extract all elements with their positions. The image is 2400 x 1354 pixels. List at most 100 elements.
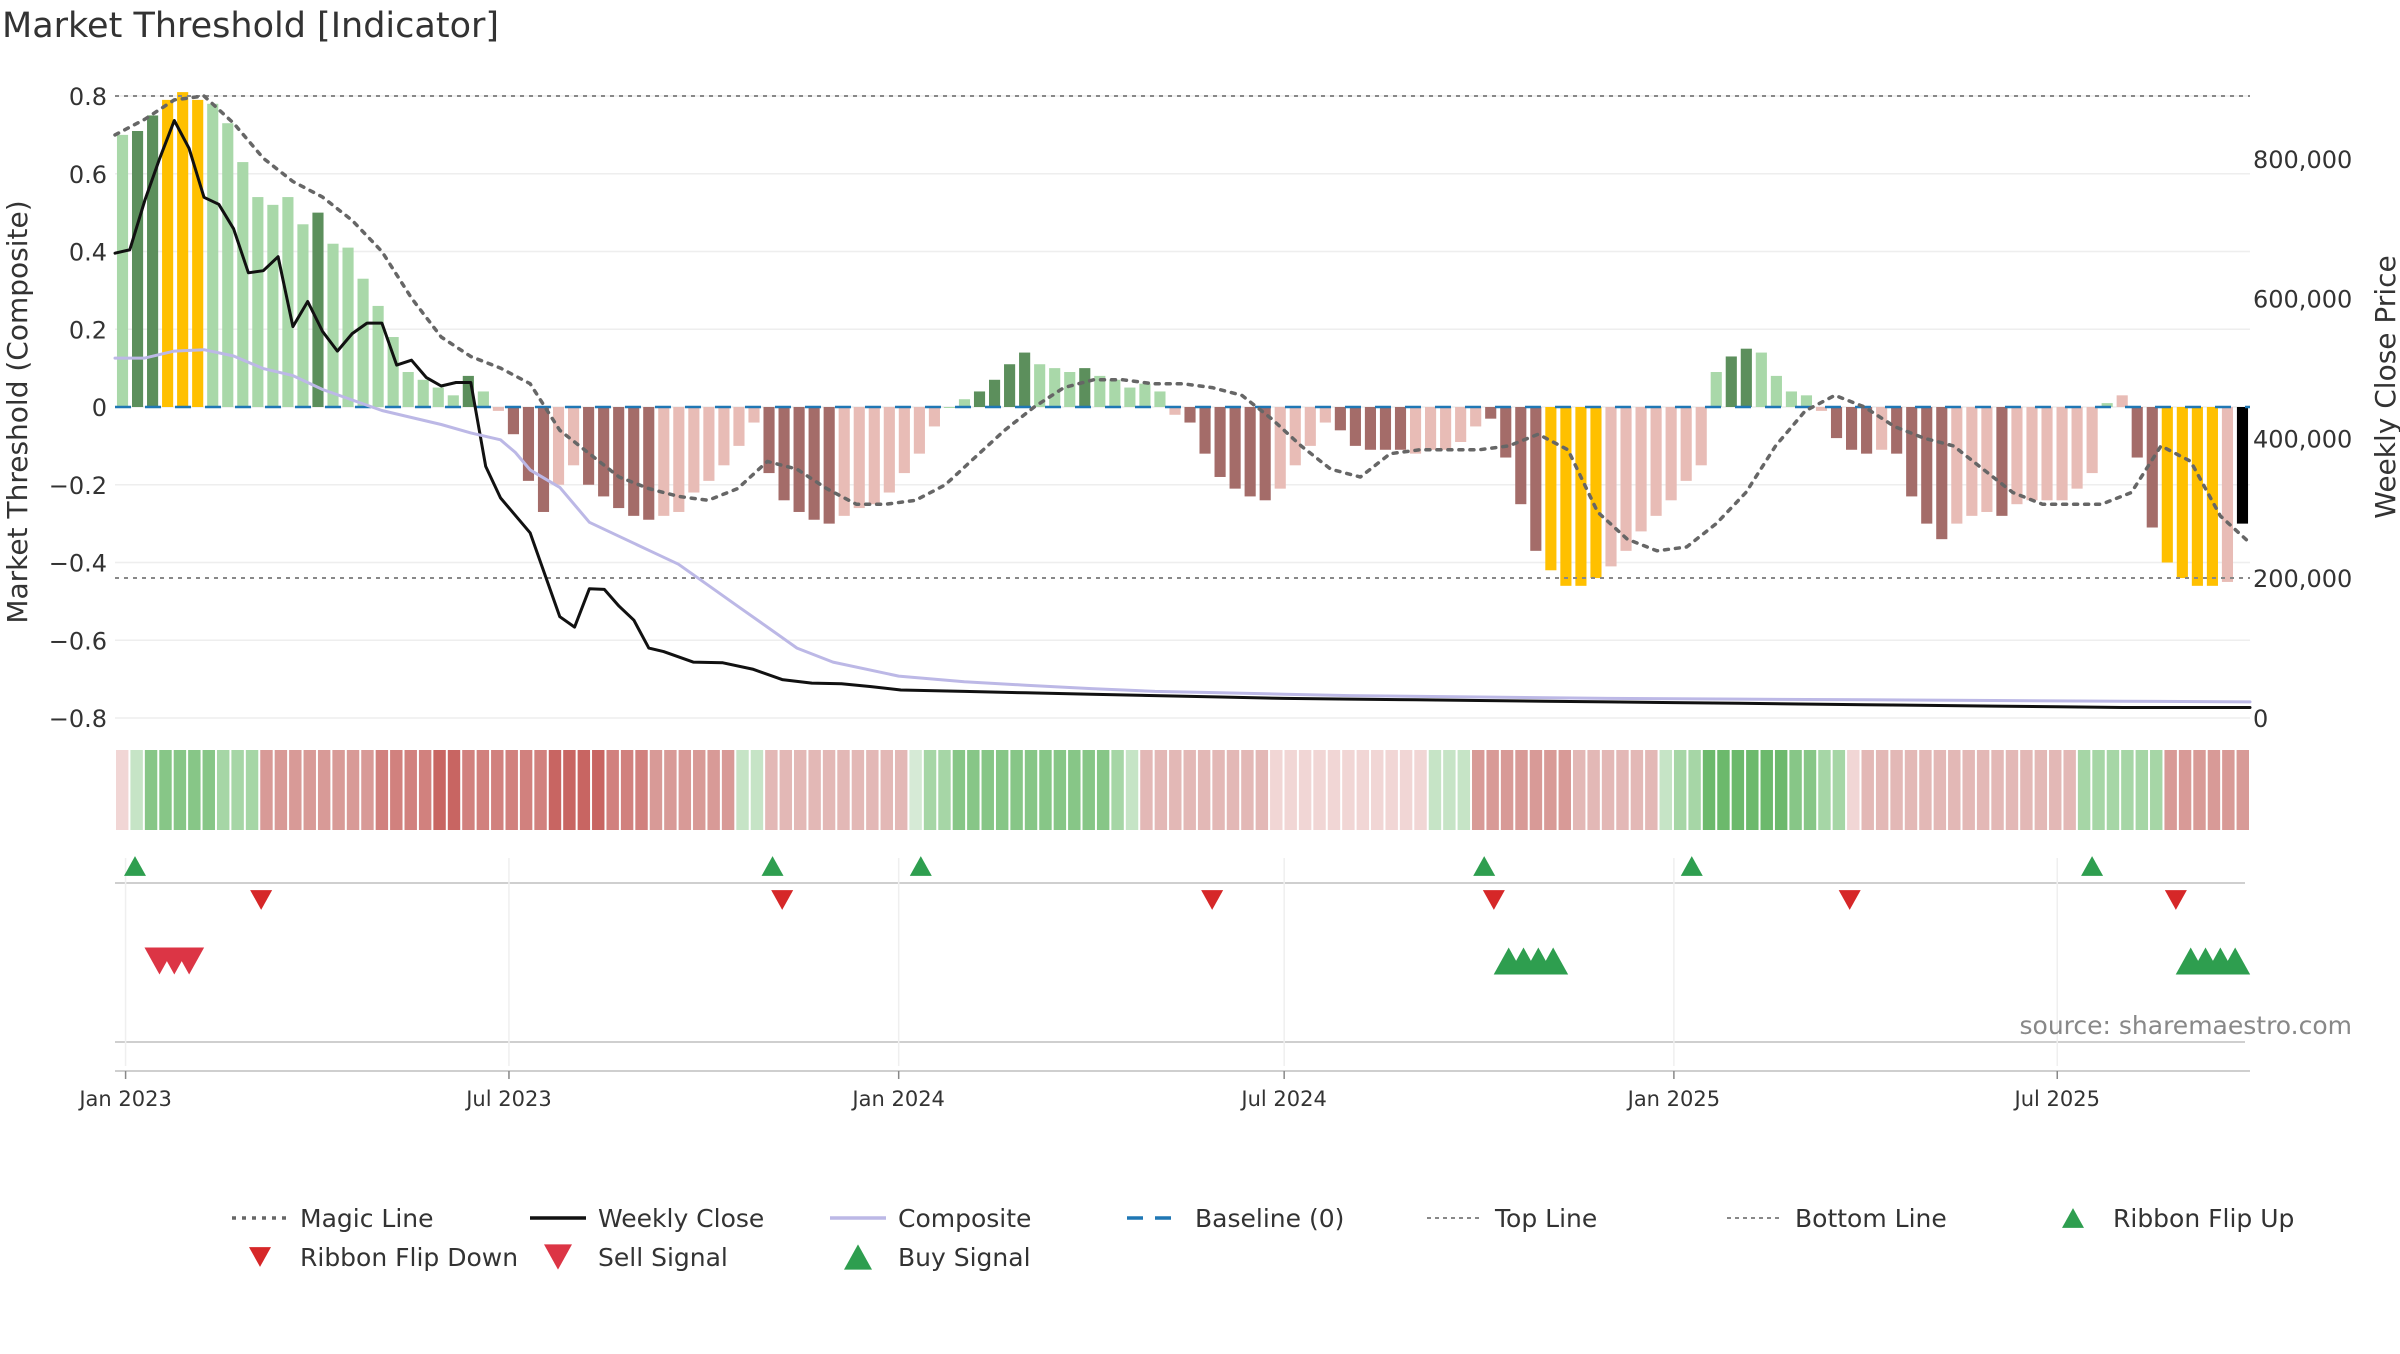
- ribbon-flip-down-marker: [2164, 890, 2187, 910]
- ribbon-cell: [750, 750, 764, 830]
- right-tick-label: 200,000: [2253, 565, 2352, 593]
- ribbon-flip-down-marker: [1201, 890, 1224, 910]
- ribbon-cell: [1486, 750, 1499, 830]
- chart-title: Market Threshold [Indicator]: [2, 6, 500, 46]
- composite-bar: [1830, 407, 1843, 439]
- ribbon-cell: [1183, 750, 1196, 830]
- composite-bar: [973, 391, 986, 407]
- ribbon-cell: [361, 750, 374, 830]
- ribbon-cell: [418, 750, 432, 830]
- ribbon-cell: [1226, 750, 1240, 830]
- ribbon-flip-up-marker: [761, 856, 784, 876]
- composite-bar: [1936, 407, 1948, 540]
- ribbon-cell: [274, 750, 288, 830]
- ribbon-cell: [1774, 750, 1788, 830]
- ribbon-cell: [1443, 750, 1456, 830]
- buy-signal-marker: [2220, 947, 2251, 975]
- composite-bar: [1139, 383, 1151, 407]
- composite-bar: [432, 387, 444, 407]
- ribbon-cell: [1760, 750, 1773, 830]
- composite-bar: [2086, 407, 2098, 474]
- composite-bar: [823, 407, 835, 524]
- composite-bar: [1545, 407, 1557, 571]
- composite-bar: [1665, 407, 1677, 501]
- composite-bar: [583, 407, 595, 485]
- ribbon-cell: [1601, 750, 1615, 830]
- composite-bar: [402, 372, 414, 407]
- left-tick-label: 0: [92, 394, 107, 422]
- composite-bar: [1440, 407, 1452, 450]
- buy-signal-marker: [1538, 947, 1569, 975]
- ribbon-cell: [1414, 750, 1427, 830]
- composite-bar: [718, 407, 730, 466]
- composite-bar: [2176, 407, 2188, 579]
- ribbon-cell: [620, 750, 634, 830]
- composite-bar: [568, 407, 580, 466]
- ribbon-cell: [2005, 750, 2019, 830]
- ribbon-cell: [1702, 750, 1716, 830]
- composite-bar: [1034, 364, 1046, 407]
- ribbon-cell: [909, 750, 922, 830]
- ribbon-cell: [779, 750, 793, 830]
- composite-bar: [2131, 407, 2143, 458]
- ribbon-cell: [1919, 750, 1932, 830]
- ribbon-cell: [375, 750, 389, 830]
- ribbon-cell: [606, 750, 619, 830]
- ribbon-flip-up-marker: [1680, 856, 1703, 876]
- ribbon-flip-up-marker: [1473, 856, 1496, 876]
- legend-label: Composite: [898, 1204, 1031, 1233]
- composite-bar: [793, 407, 805, 512]
- x-tick-label: Jul 2025: [2013, 1087, 2100, 1111]
- ribbon-cell: [1832, 750, 1846, 830]
- composite-bar: [2101, 403, 2113, 407]
- ribbon-cell: [721, 750, 735, 830]
- ribbon-flip-up-marker: [124, 856, 146, 876]
- composite-bar: [537, 407, 550, 512]
- ribbon-cell: [765, 750, 778, 830]
- composite-bar: [1169, 407, 1181, 415]
- ribbon-cell: [1861, 750, 1874, 830]
- ribbon-cell: [447, 750, 461, 830]
- composite-bar: [778, 407, 790, 501]
- ribbon-cell: [505, 750, 518, 830]
- x-tick-label: Jan 2024: [850, 1087, 945, 1111]
- ribbon-flip-up-marker: [2081, 856, 2104, 876]
- series-line-composite: [113, 348, 2252, 704]
- ribbon-cell: [2150, 750, 2163, 830]
- ribbon-cell: [2092, 750, 2105, 830]
- composite-bar: [2191, 407, 2203, 586]
- composite-bar: [1274, 407, 1286, 489]
- composite-bar: [1049, 368, 1061, 407]
- legend-swatch: [2062, 1208, 2084, 1228]
- ribbon-cell: [1529, 750, 1543, 830]
- ribbon-cell: [2236, 750, 2249, 830]
- ribbon-cell: [231, 750, 244, 830]
- ribbon-cell: [289, 750, 302, 830]
- composite-bar: [1004, 364, 1016, 407]
- left-axis-title: Market Threshold (Composite): [1, 200, 34, 623]
- ribbon-cell: [693, 750, 706, 830]
- ribbon-flip-down-marker: [1482, 890, 1505, 910]
- composite-bar: [2161, 407, 2173, 563]
- legend-label: Ribbon Flip Down: [300, 1243, 518, 1272]
- ribbon-cell: [462, 750, 475, 830]
- ribbon-cell: [995, 750, 1009, 830]
- ribbon-cell: [1068, 750, 1081, 830]
- left-tick-label: 0.2: [69, 316, 107, 344]
- x-tick-label: Jul 2024: [1239, 1087, 1326, 1111]
- composite-bar: [598, 407, 610, 497]
- legend-swatch: [844, 1244, 872, 1270]
- ribbon-cell: [332, 750, 345, 830]
- ribbon-cell: [1731, 750, 1745, 830]
- composite-bar: [1530, 407, 1542, 551]
- composite-bar: [1364, 407, 1377, 450]
- right-tick-label: 400,000: [2253, 425, 2352, 453]
- x-tick-label: Jan 2023: [77, 1087, 172, 1111]
- composite-bar: [943, 407, 956, 408]
- ribbon-cell: [1991, 750, 2004, 830]
- ribbon-cell: [130, 750, 143, 830]
- series-line-weekly-close: [113, 119, 2252, 709]
- ribbon-cell: [519, 750, 533, 830]
